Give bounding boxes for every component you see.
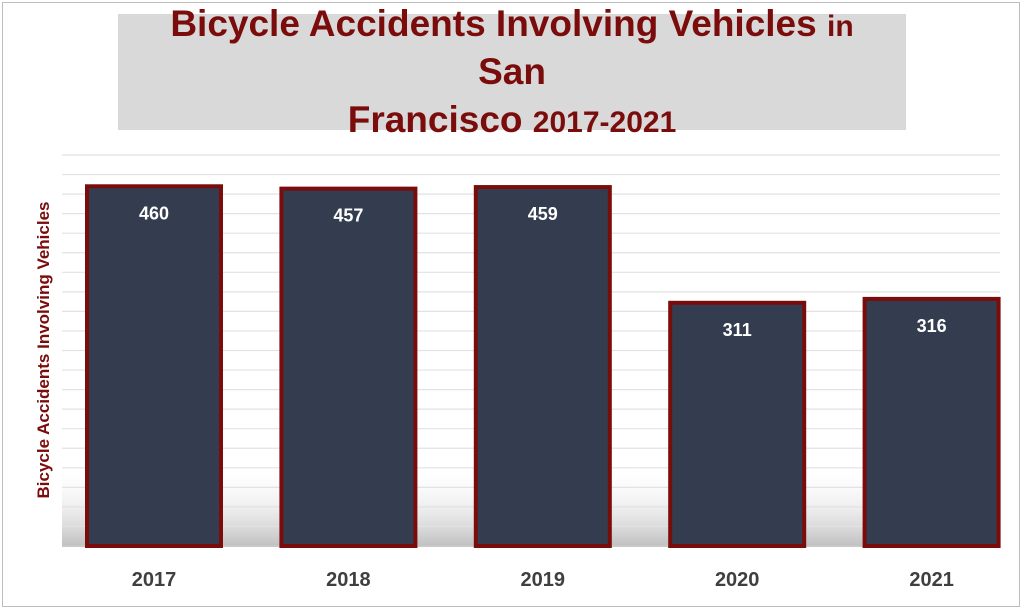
title-part-5: 2017-2021 [532,106,677,140]
bar-2019 [473,185,612,548]
y-axis-label: Bicycle Accidents Involving Vehicles [34,201,53,499]
bar-2021 [862,296,1001,548]
title-part-4: Francisco [347,99,523,141]
data-label: 311 [723,320,752,340]
data-label: 460 [139,203,169,223]
x-tick-label: 2019 [521,569,566,591]
x-tick-label: 2021 [909,569,954,591]
data-label: 316 [917,316,947,336]
chart-title-box: Bicycle Accidents Involving Vehicles in … [118,3,906,140]
data-label: 459 [528,204,558,224]
chart-title: Bicycle Accidents Involving Vehicles in … [118,0,906,144]
x-tick-label: 2018 [326,569,371,591]
title-part-2: in [827,9,854,43]
data-label: 457 [333,206,363,226]
title-part-1: Bicycle Accidents Involving Vehicles [170,2,817,44]
x-tick-label: 2017 [132,569,177,591]
title-part-3: San [478,50,546,92]
bar-2017 [85,184,223,548]
bar-2020 [668,300,807,548]
x-tick-labels: 2017 2018 2019 2020 2021 [132,569,954,591]
bar-2018 [279,186,418,548]
bars: 460 457 459 311 316 [85,184,1001,548]
x-tick-label: 2020 [715,569,760,591]
